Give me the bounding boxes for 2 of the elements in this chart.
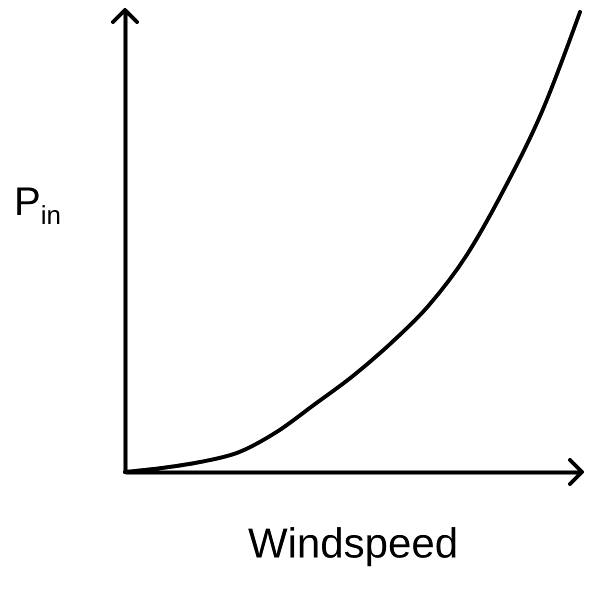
x-axis-title: Windspeed bbox=[248, 520, 458, 566]
y-axis-title: P$_{in}$ bbox=[14, 180, 61, 231]
